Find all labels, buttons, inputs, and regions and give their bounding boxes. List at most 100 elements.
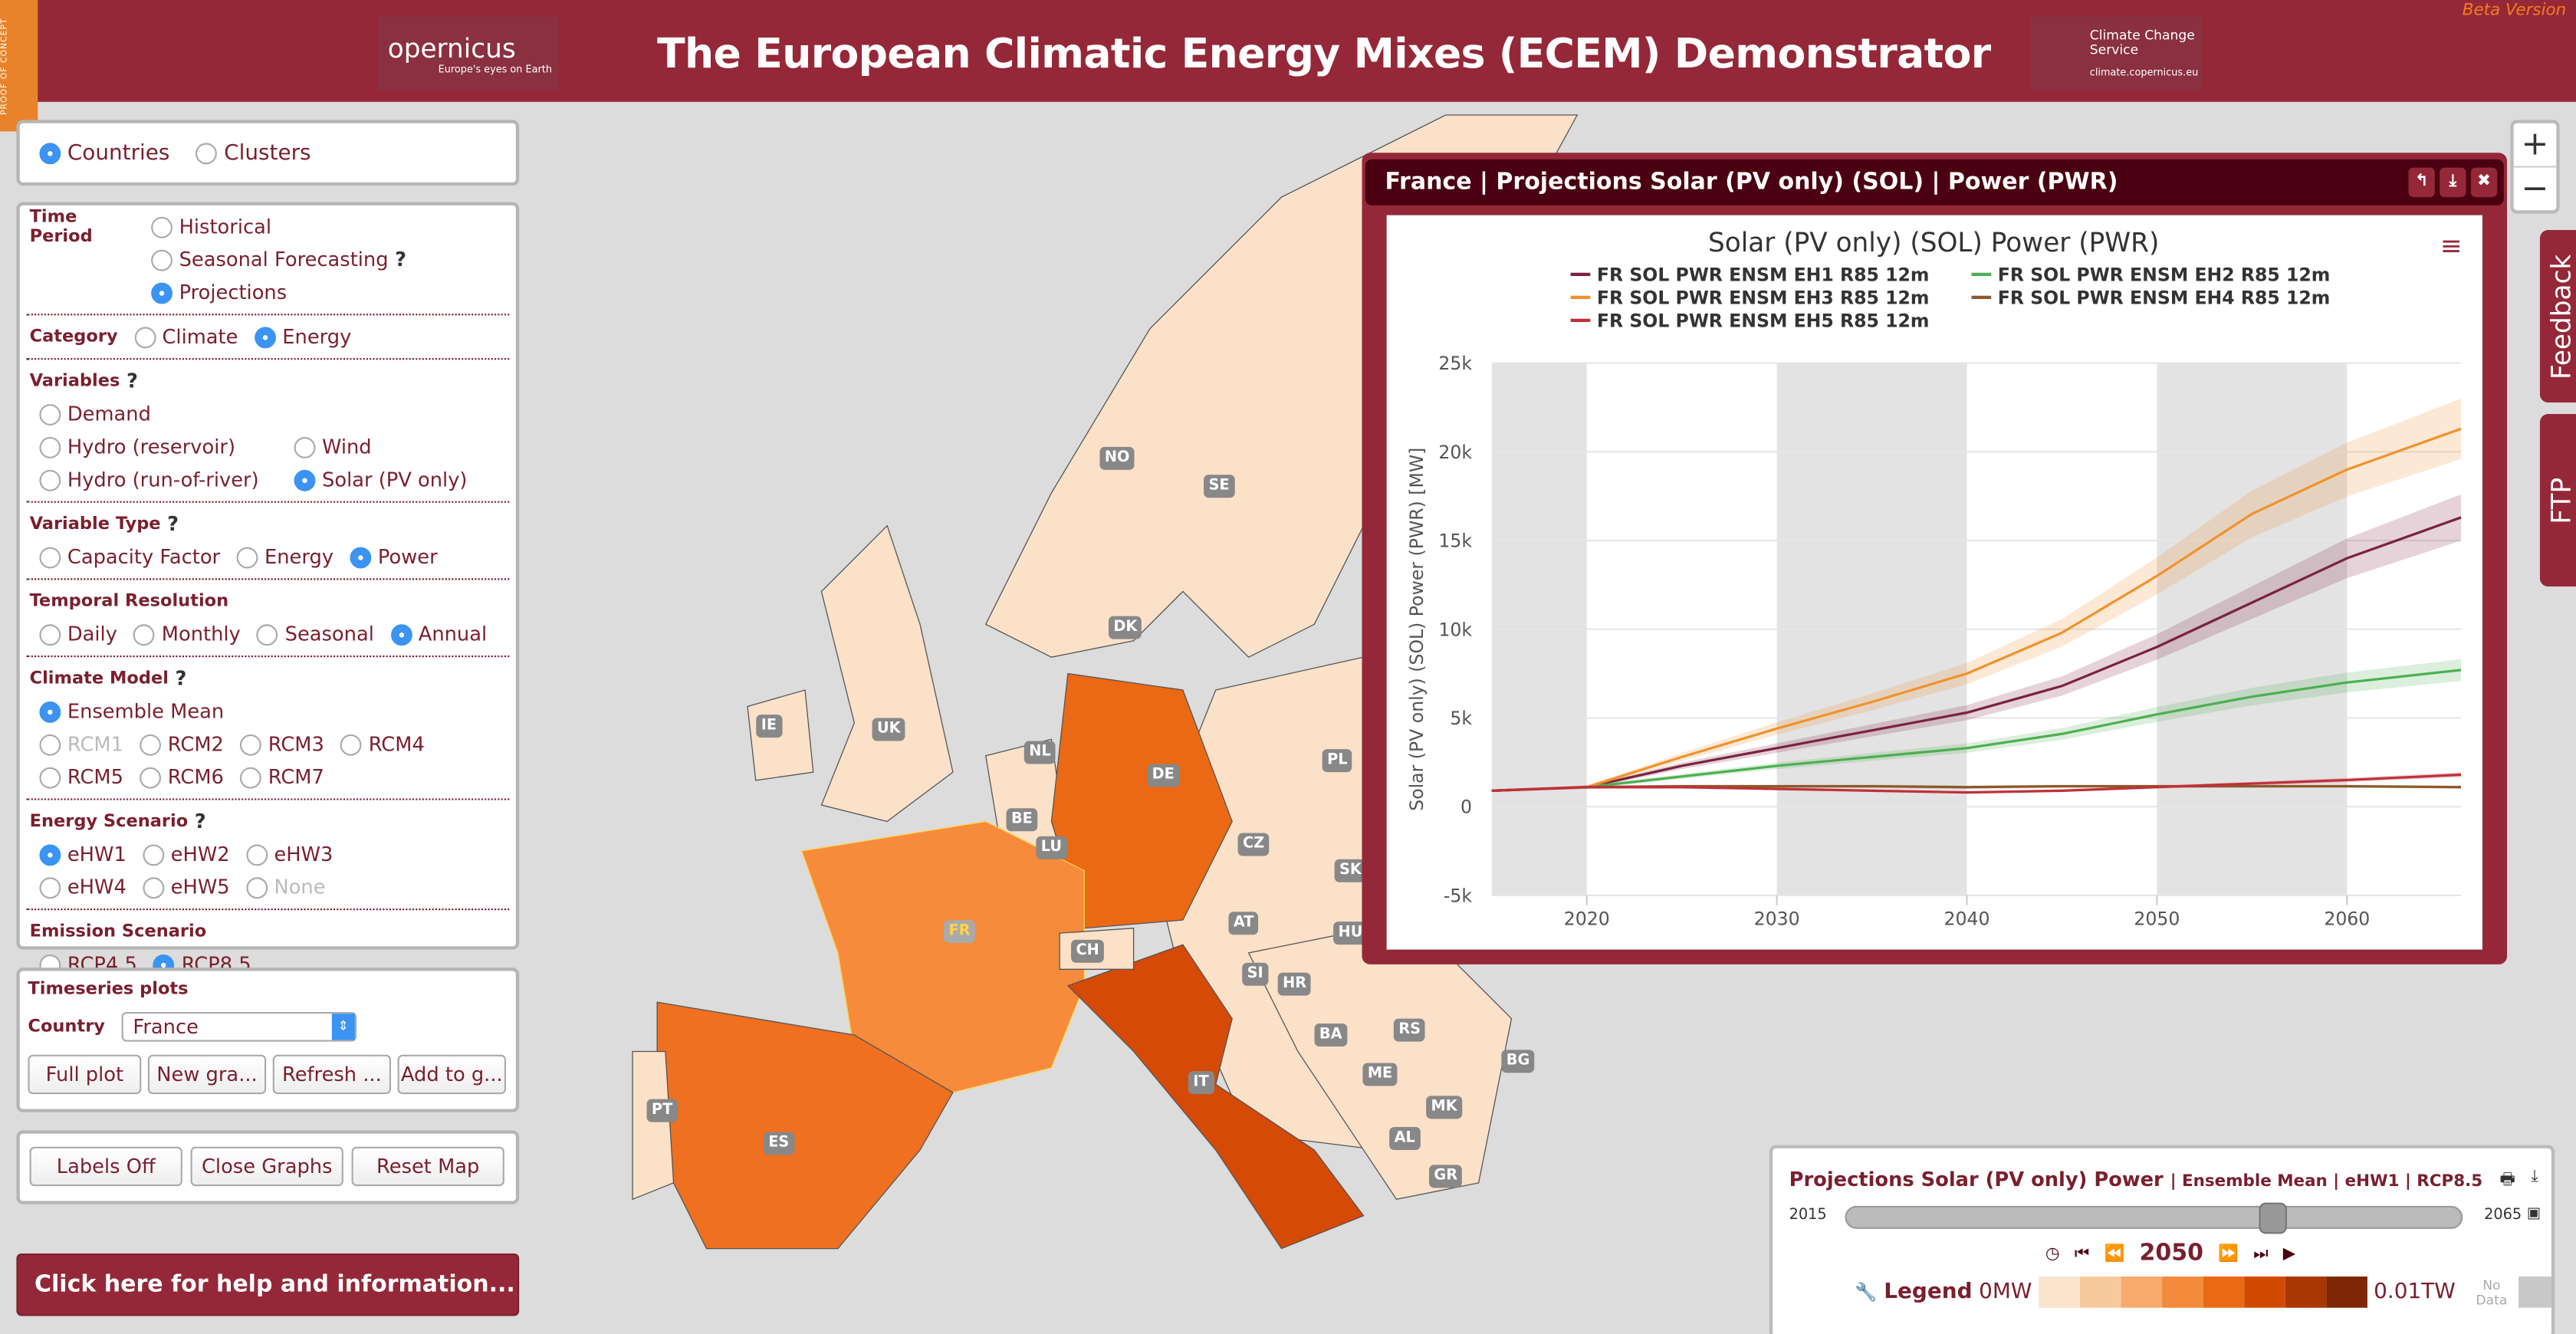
map-label[interactable]: BE — [1006, 808, 1038, 832]
close-graphs-button[interactable]: Close Graphs — [190, 1146, 343, 1187]
hydro-reservoir-radio[interactable] — [39, 435, 61, 458]
solar-radio[interactable] — [294, 468, 316, 491]
map-label[interactable]: ME — [1362, 1063, 1398, 1086]
rcm6-radio[interactable] — [140, 766, 162, 788]
rcm2-radio[interactable] — [140, 733, 162, 755]
full-plot-button[interactable]: Full plot — [28, 1054, 142, 1095]
clusters-radio[interactable] — [196, 142, 218, 164]
help-icon[interactable]: ? — [127, 370, 138, 393]
download-icon[interactable]: ⤓ — [2531, 1168, 2538, 1187]
map-label[interactable]: NO — [1099, 446, 1135, 470]
map-label[interactable]: HR — [1277, 972, 1312, 996]
map-label[interactable]: RS — [1393, 1018, 1426, 1042]
energy-type-radio[interactable] — [236, 546, 258, 568]
map-label[interactable]: HU — [1333, 922, 1368, 945]
ehw1-radio[interactable] — [39, 843, 61, 866]
countries-radio[interactable] — [39, 142, 61, 164]
historical-radio[interactable] — [151, 215, 173, 238]
clock-icon[interactable]: ◷ — [2045, 1244, 2060, 1263]
monthly-radio[interactable] — [133, 623, 156, 646]
help-icon[interactable]: ? — [194, 810, 206, 833]
zoom-in-button[interactable]: + — [2513, 123, 2557, 168]
step-forward-icon[interactable]: ⏩ — [2218, 1244, 2239, 1263]
rcm7-radio[interactable] — [240, 766, 262, 788]
hydro-run-of-river-radio[interactable] — [39, 468, 61, 491]
skip-start-icon[interactable]: ⏮ — [2074, 1244, 2090, 1263]
calendar-icon[interactable]: ▣ — [2526, 1205, 2542, 1223]
energy-radio[interactable] — [254, 326, 276, 348]
zoom-out-button[interactable]: − — [2521, 167, 2549, 208]
new-graph-button[interactable]: New gra... — [147, 1054, 267, 1095]
map-label[interactable]: UK — [872, 718, 906, 741]
map-label[interactable]: SK — [1334, 859, 1367, 882]
map-label[interactable]: CH — [1071, 939, 1105, 963]
rcm3-radio[interactable] — [240, 733, 262, 755]
print-icon[interactable]: 🖶 — [2499, 1171, 2515, 1190]
skip-end-icon[interactable]: ⏭ — [2253, 1244, 2269, 1263]
map-label[interactable]: DK — [1108, 616, 1142, 639]
wind-radio[interactable] — [294, 435, 316, 458]
ehw3-radio[interactable] — [246, 843, 268, 866]
reset-map-button[interactable]: Reset Map — [351, 1146, 504, 1187]
ehw5-radio[interactable] — [143, 876, 165, 899]
feedback-tab[interactable]: Feedback — [2539, 230, 2576, 403]
map-label[interactable]: IT — [1188, 1071, 1214, 1095]
map-label[interactable]: ES — [763, 1132, 794, 1155]
play-icon[interactable]: ▶ — [2282, 1244, 2296, 1263]
map-label[interactable]: IE — [756, 715, 782, 738]
map-label[interactable]: FR — [944, 920, 975, 944]
popup-header[interactable]: France | Projections Solar (PV only) (SO… — [1365, 159, 2504, 205]
map[interactable]: NO SE IE UK DK NL DE PL BE LU CZ FR CH A… — [0, 102, 2576, 1334]
map-label[interactable]: AL — [1389, 1127, 1421, 1151]
map-label[interactable]: BG — [1501, 1050, 1535, 1073]
help-icon[interactable]: ? — [167, 512, 179, 536]
ehw4-radio[interactable] — [39, 876, 61, 899]
capacity-factor-radio[interactable] — [39, 546, 61, 568]
climate-radio[interactable] — [134, 326, 156, 348]
map-label[interactable]: PT — [646, 1099, 678, 1122]
climate-change-service-logo[interactable]: Climate Change Service climate.copernicu… — [2030, 16, 2203, 90]
map-label[interactable]: DE — [1147, 764, 1180, 787]
copernicus-logo[interactable]: opernicus Europe's eyes on Earth — [377, 16, 559, 90]
legend-item[interactable]: FR SOL PWR ENSM EH3 R85 12m — [1597, 287, 1930, 308]
map-label[interactable]: BA — [1314, 1024, 1347, 1047]
year-slider[interactable] — [1845, 1202, 2463, 1234]
close-icon[interactable]: ✖ — [2470, 167, 2498, 198]
wrench-icon[interactable]: 🔧 — [1855, 1281, 1878, 1303]
legend-item[interactable]: FR SOL PWR ENSM EH1 R85 12m — [1597, 264, 1930, 285]
map-label[interactable]: SE — [1204, 475, 1235, 498]
help-button[interactable]: Click here for help and information... — [16, 1254, 520, 1316]
map-label[interactable]: MK — [1426, 1096, 1463, 1119]
download-icon[interactable]: ⤓ — [2440, 167, 2466, 198]
add-to-graph-button[interactable]: Add to g... — [397, 1054, 507, 1095]
undo-icon[interactable]: ↰ — [2408, 167, 2435, 198]
map-label[interactable]: AT — [1228, 912, 1259, 935]
legend-item[interactable]: FR SOL PWR ENSM EH2 R85 12m — [1998, 264, 2331, 285]
help-icon[interactable]: ? — [175, 667, 187, 691]
rcm4-radio[interactable] — [340, 733, 363, 755]
step-back-icon[interactable]: ⏪ — [2104, 1244, 2125, 1263]
demand-radio[interactable] — [39, 403, 61, 425]
map-label[interactable]: LU — [1036, 836, 1067, 859]
map-label[interactable]: PL — [1322, 749, 1352, 773]
chart-menu-icon[interactable]: ≡ — [2440, 231, 2463, 261]
slider-thumb[interactable] — [2258, 1202, 2287, 1234]
rcm5-radio[interactable] — [39, 766, 61, 788]
seasonal-forecasting-radio[interactable] — [151, 248, 173, 271]
labels-off-button[interactable]: Labels Off — [29, 1146, 182, 1187]
projections-radio[interactable] — [151, 281, 173, 304]
map-label[interactable]: SI — [1242, 962, 1269, 986]
power-radio[interactable] — [350, 546, 372, 568]
map-label[interactable]: NL — [1024, 741, 1056, 764]
ehw2-radio[interactable] — [143, 843, 165, 866]
country-select[interactable]: France ⇕ — [121, 1012, 356, 1042]
map-label[interactable]: GR — [1428, 1165, 1463, 1188]
refresh-button[interactable]: Refresh ... — [272, 1054, 392, 1095]
legend-item[interactable]: FR SOL PWR ENSM EH4 R85 12m — [1998, 287, 2331, 308]
annual-radio[interactable] — [390, 623, 412, 646]
seasonal-radio[interactable] — [257, 623, 279, 646]
daily-radio[interactable] — [39, 623, 61, 646]
help-icon[interactable]: ? — [395, 248, 407, 271]
ftp-tab[interactable]: FTP — [2539, 414, 2576, 587]
legend-item[interactable]: FR SOL PWR ENSM EH5 R85 12m — [1597, 310, 1930, 331]
